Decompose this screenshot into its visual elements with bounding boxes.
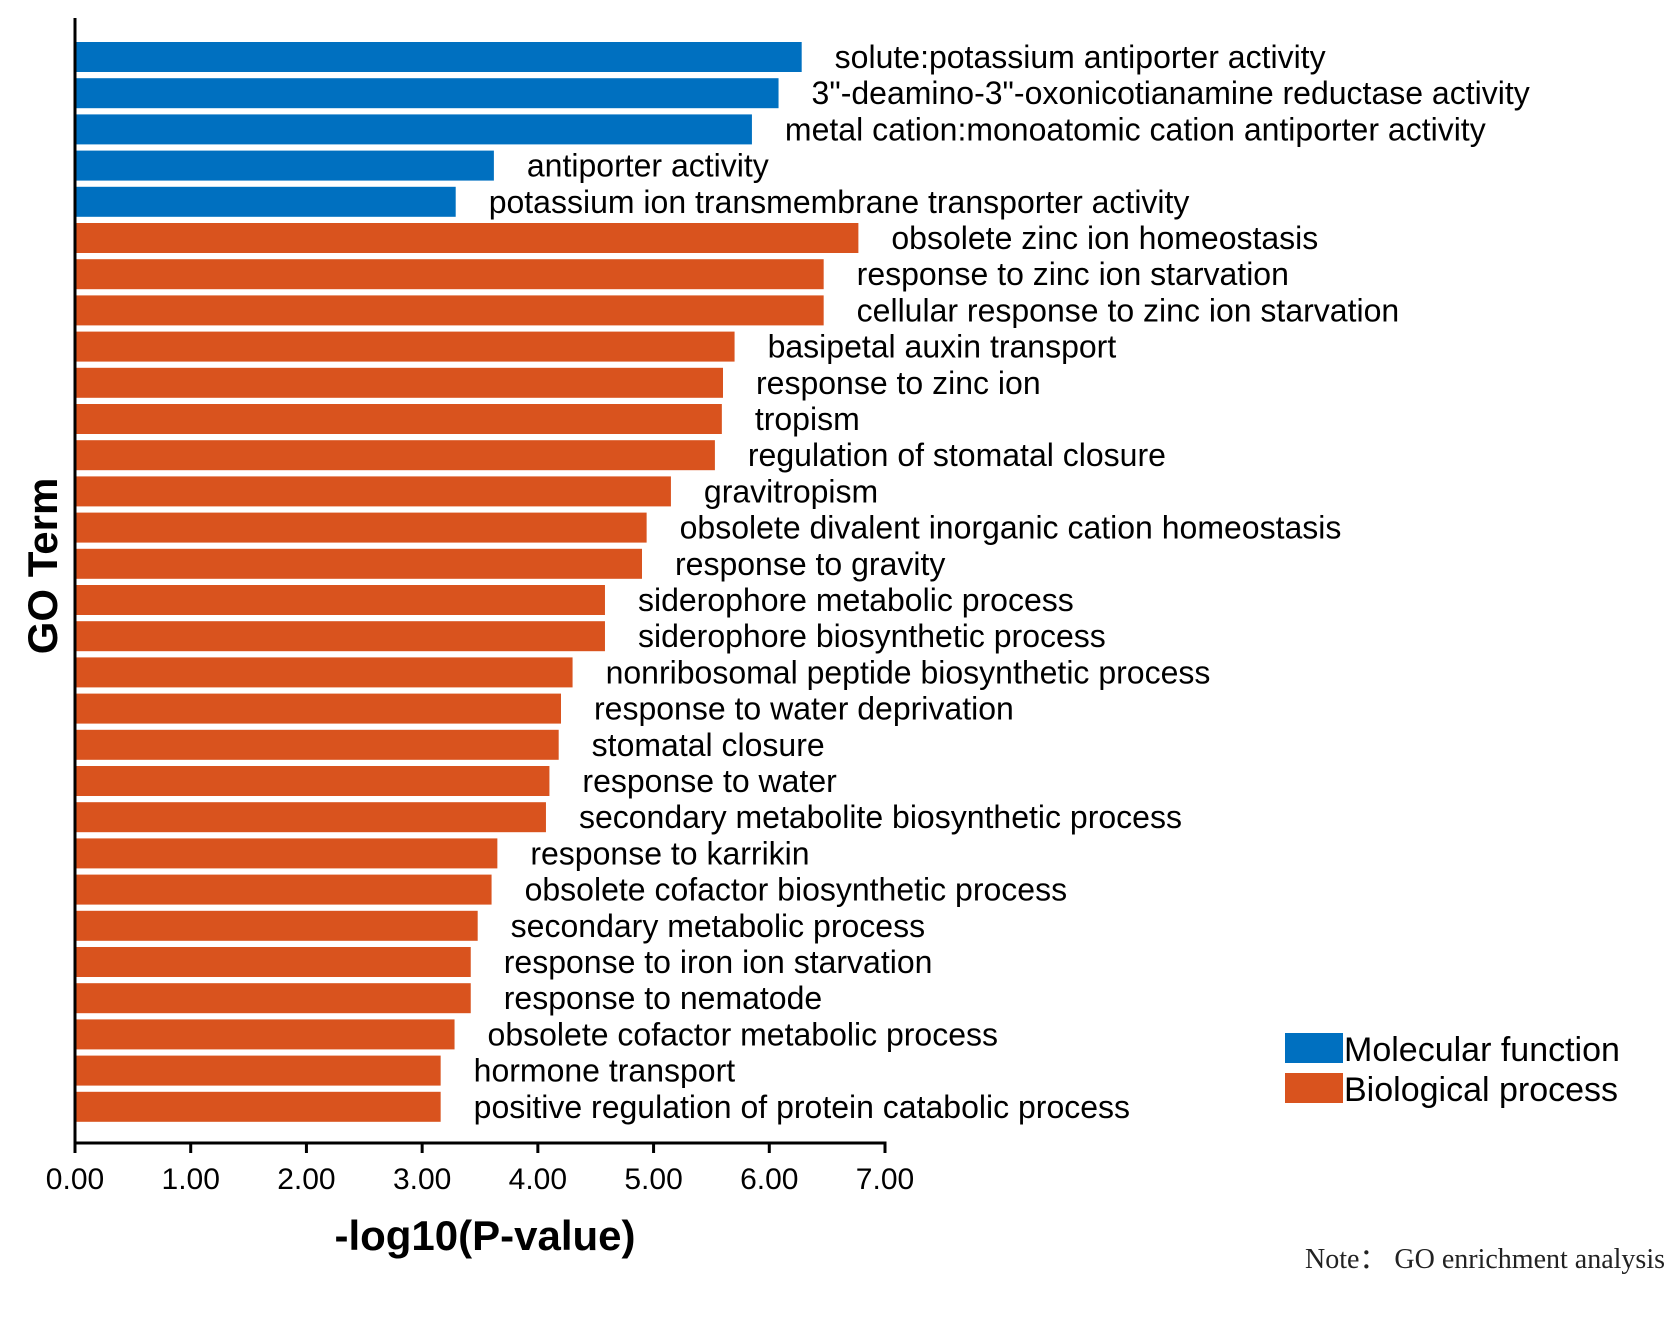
x-axis-title: -log10(P-value) bbox=[334, 1212, 635, 1259]
bar-label: response to gravity bbox=[675, 546, 945, 582]
bar-label: obsolete divalent inorganic cation homeo… bbox=[680, 510, 1342, 546]
bar-label: potassium ion transmembrane transporter … bbox=[489, 184, 1190, 220]
bar-label: 3"-deamino-3"-oxonicotianamine reductase… bbox=[812, 75, 1530, 111]
y-axis-title: GO Term bbox=[19, 478, 66, 655]
bar-response-to-water-deprivation bbox=[75, 693, 561, 724]
bar-response-to-water bbox=[75, 766, 550, 796]
bar-secondary-metabolite-biosynthetic-process bbox=[75, 802, 546, 833]
bar-label: cellular response to zinc ion starvation bbox=[857, 292, 1399, 328]
bar-response-to-gravity bbox=[75, 548, 642, 579]
bars-group bbox=[75, 42, 859, 1122]
bar-label: metal cation:monoatomic cation antiporte… bbox=[785, 111, 1486, 147]
bar-label: response to water bbox=[582, 763, 837, 799]
bar-secondary-metabolic-process bbox=[75, 910, 478, 941]
bar-label: antiporter activity bbox=[527, 148, 769, 184]
bar-gravitropism bbox=[75, 476, 671, 507]
bar-label: siderophore metabolic process bbox=[638, 582, 1074, 618]
bar-label: hormone transport bbox=[474, 1053, 736, 1089]
bar-obsolete-cofactor-biosynthetic-process bbox=[75, 874, 492, 905]
bar-response-to-zinc-ion-starvation bbox=[75, 259, 824, 290]
bar-label: response to iron ion starvation bbox=[504, 944, 933, 980]
x-tick-label: 0.00 bbox=[46, 1163, 104, 1196]
bar-label: basipetal auxin transport bbox=[768, 329, 1117, 365]
bar-label: tropism bbox=[755, 401, 860, 437]
bar-hormone-transport bbox=[75, 1055, 441, 1086]
bar-3-deamino-3-oxonicotianamine-reductase-activity bbox=[75, 78, 779, 109]
bar-positive-regulation-of-protein-catabolic-process bbox=[75, 1091, 441, 1122]
bar-cellular-response-to-zinc-ion-starvation bbox=[75, 295, 824, 326]
bar-label: nonribosomal peptide biosynthetic proces… bbox=[606, 654, 1211, 690]
bar-label: obsolete cofactor biosynthetic process bbox=[525, 872, 1068, 908]
bar-response-to-nematode bbox=[75, 983, 471, 1014]
bar-nonribosomal-peptide-biosynthetic-process bbox=[75, 657, 573, 688]
x-tick-label: 1.00 bbox=[162, 1163, 220, 1196]
bar-siderophore-metabolic-process bbox=[75, 585, 605, 615]
bar-obsolete-cofactor-metabolic-process bbox=[75, 1019, 455, 1050]
bar-regulation-of-stomatal-closure bbox=[75, 440, 715, 471]
bar-label: response to karrikin bbox=[530, 835, 809, 871]
bar-solute-potassium-antiporter-activity bbox=[75, 42, 802, 72]
x-tick-label: 6.00 bbox=[740, 1163, 798, 1196]
bar-siderophore-biosynthetic-process bbox=[75, 621, 605, 652]
bar-label: regulation of stomatal closure bbox=[748, 437, 1166, 473]
bar-label: response to nematode bbox=[504, 980, 822, 1016]
bar-basipetal-auxin-transport bbox=[75, 331, 735, 362]
bar-stomatal-closure bbox=[75, 729, 559, 760]
legend-swatch-molecular-function bbox=[1285, 1033, 1343, 1063]
bar-label: response to zinc ion starvation bbox=[857, 256, 1289, 292]
bar-response-to-karrikin bbox=[75, 838, 498, 869]
bar-label: response to water deprivation bbox=[594, 691, 1014, 727]
x-tick-label: 3.00 bbox=[393, 1163, 451, 1196]
bar-label: response to zinc ion bbox=[756, 365, 1041, 401]
bar-metal-cation-monoatomic-cation-antiporter-activity bbox=[75, 114, 752, 145]
x-ticks-group: 0.00 1.00 2.00 3.00 4.00 5.00 6.00 7.00 bbox=[46, 1143, 914, 1196]
bar-response-to-iron-ion-starvation bbox=[75, 947, 471, 977]
bar-antiporter-activity bbox=[75, 150, 494, 181]
bar-obsolete-divalent-inorganic-cation-homeostasis bbox=[75, 512, 647, 543]
x-tick-label: 4.00 bbox=[509, 1163, 567, 1196]
legend-swatch-biological-process bbox=[1285, 1073, 1343, 1103]
bar-label: stomatal closure bbox=[592, 727, 825, 763]
bar-label: obsolete zinc ion homeostasis bbox=[891, 220, 1318, 256]
bar-obsolete-zinc-ion-homeostasis bbox=[75, 223, 859, 253]
bar-labels-group: solute:potassium antiporter activity3"-d… bbox=[474, 39, 1530, 1125]
x-tick-label: 2.00 bbox=[277, 1163, 335, 1196]
note-text: Note： GO enrichment analysis bbox=[1305, 1244, 1665, 1275]
bar-label: positive regulation of protein catabolic… bbox=[474, 1089, 1130, 1125]
x-tick-label: 5.00 bbox=[624, 1163, 682, 1196]
bar-potassium-ion-transmembrane-transporter-activity bbox=[75, 186, 456, 217]
bar-label: gravitropism bbox=[704, 473, 878, 509]
x-tick-label: 7.00 bbox=[856, 1163, 914, 1196]
bar-label: solute:potassium antiporter activity bbox=[835, 39, 1326, 75]
legend-label: Molecular function bbox=[1344, 1031, 1620, 1069]
bar-label: siderophore biosynthetic process bbox=[638, 618, 1106, 654]
legend-label: Biological process bbox=[1344, 1071, 1618, 1109]
bar-label: secondary metabolite biosynthetic proces… bbox=[579, 799, 1182, 835]
bar-response-to-zinc-ion bbox=[75, 367, 723, 398]
bar-tropism bbox=[75, 404, 722, 434]
bar-label: secondary metabolic process bbox=[511, 908, 925, 944]
bar-label: obsolete cofactor metabolic process bbox=[488, 1016, 998, 1052]
